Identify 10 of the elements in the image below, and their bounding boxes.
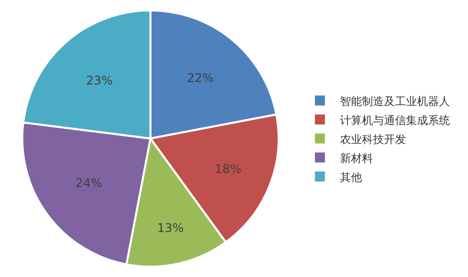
legend-label: 智能制造及工业机器人 xyxy=(340,94,450,108)
data-label: 23% xyxy=(86,74,113,88)
data-label: 22% xyxy=(186,71,214,86)
legend-label: 农业科技开发 xyxy=(340,132,406,146)
data-label: 13% xyxy=(157,221,184,236)
legend-label: 其他 xyxy=(340,170,362,184)
data-label: 24% xyxy=(76,176,102,190)
data-label: 18% xyxy=(214,162,242,176)
legend-label: 新材料 xyxy=(340,152,373,165)
legend-label: 计算机与通信集成系统 xyxy=(340,114,450,127)
